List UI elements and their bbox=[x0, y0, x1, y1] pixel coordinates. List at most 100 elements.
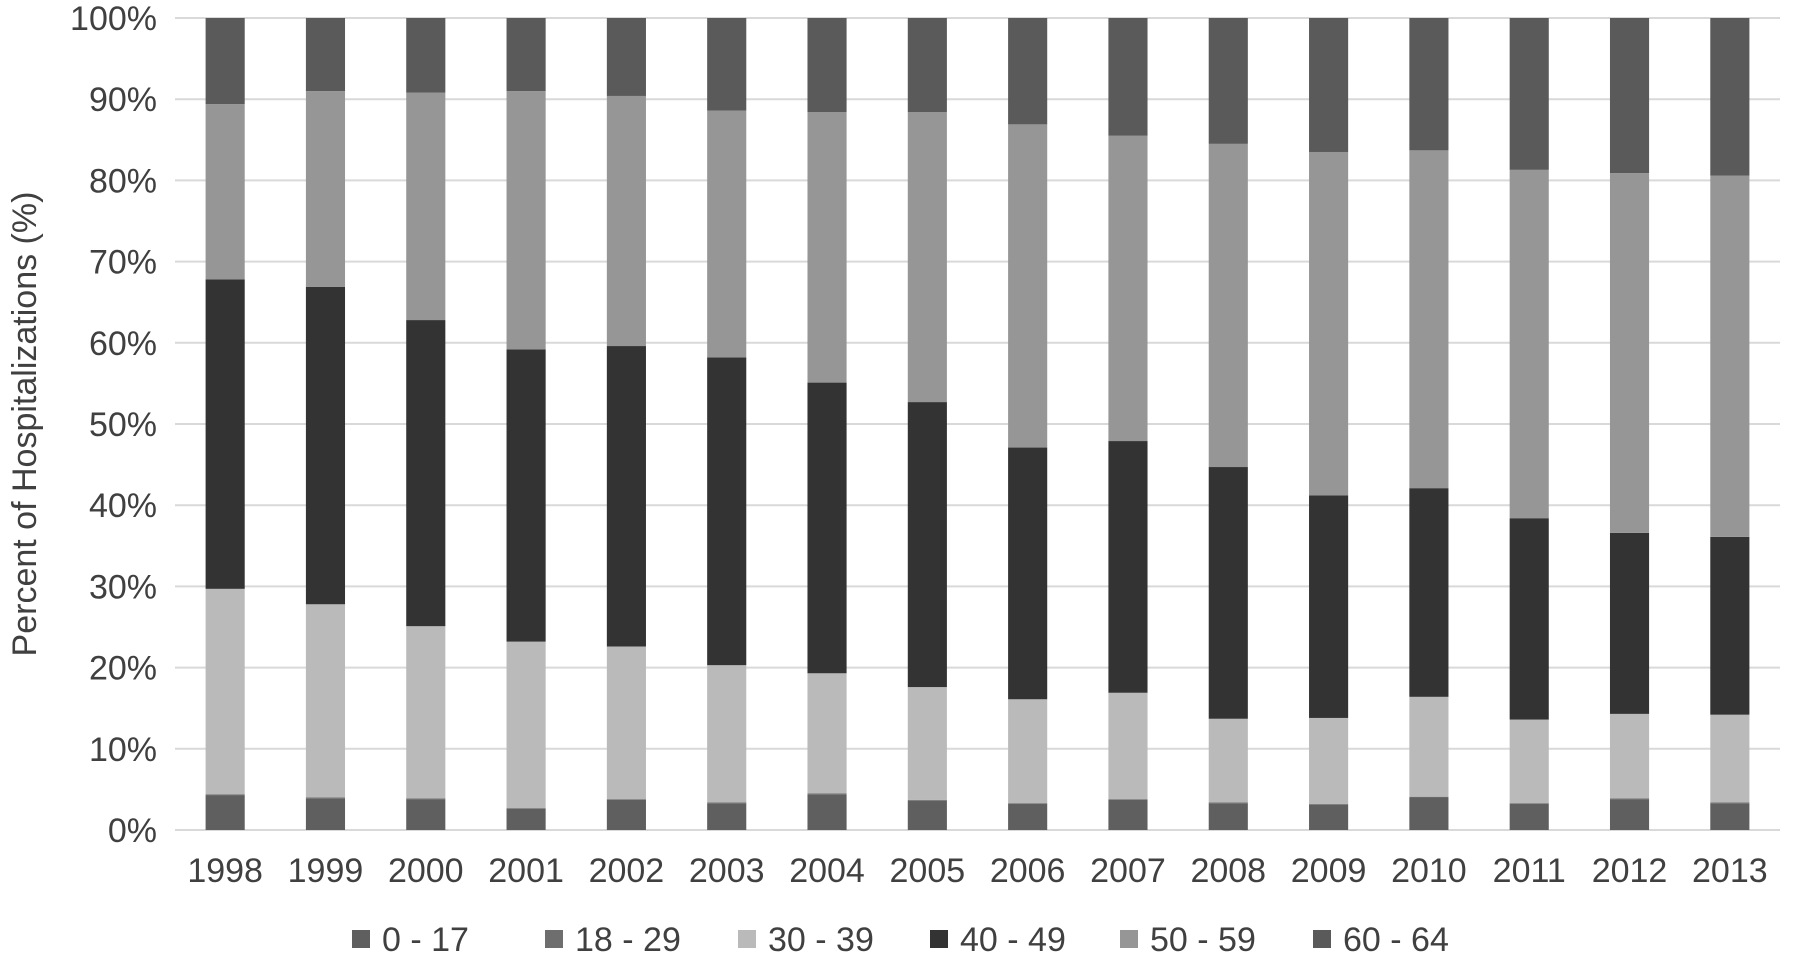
bar-segment bbox=[1008, 699, 1048, 804]
bar-segment bbox=[1710, 18, 1750, 176]
bar-segment bbox=[907, 687, 947, 800]
x-tick-label: 2007 bbox=[1090, 852, 1166, 890]
y-tick-label: 30% bbox=[89, 568, 157, 606]
x-tick-label: 2002 bbox=[589, 852, 665, 890]
bar-segment bbox=[1409, 150, 1449, 489]
bar-segment bbox=[305, 91, 346, 287]
bar-segment bbox=[1008, 803, 1048, 805]
bar-segment bbox=[305, 797, 346, 799]
bar-segment bbox=[1710, 802, 1750, 804]
x-axis: 1998 1999 2000 2001 2002 2003 2004 2005 2006 2007… bbox=[187, 852, 1767, 890]
bar-segment bbox=[1108, 135, 1148, 442]
bar-segment bbox=[205, 794, 245, 796]
bar-segment bbox=[506, 641, 546, 809]
legend-label: 30 - 39 bbox=[768, 921, 874, 959]
x-tick-label: 2009 bbox=[1291, 852, 1367, 890]
bar-segment bbox=[707, 357, 747, 666]
bar-segment bbox=[1208, 18, 1248, 144]
x-tick-label: 2010 bbox=[1391, 852, 1467, 890]
bar-segment bbox=[1609, 18, 1650, 174]
x-tick-label: 2013 bbox=[1692, 852, 1768, 890]
bar-segment bbox=[707, 110, 747, 358]
bar-segment bbox=[1108, 799, 1148, 800]
bar-segment bbox=[1509, 518, 1549, 720]
bar-segment bbox=[807, 112, 847, 383]
bar-segment bbox=[1309, 18, 1349, 152]
bar-segment bbox=[1509, 804, 1549, 830]
bar-segment bbox=[305, 798, 346, 830]
legend-label: 50 - 59 bbox=[1150, 921, 1256, 959]
bar-segment bbox=[707, 803, 747, 830]
bar-segment bbox=[305, 18, 346, 92]
bar-segment bbox=[1008, 124, 1048, 448]
bar-segment bbox=[606, 346, 646, 647]
bar-segment bbox=[1609, 532, 1650, 714]
y-tick-label: 20% bbox=[89, 650, 157, 688]
bar-segment bbox=[506, 91, 546, 350]
x-tick-label: 2000 bbox=[388, 852, 464, 890]
bar-segment bbox=[907, 799, 947, 801]
bar-segment bbox=[606, 646, 646, 800]
legend-swatch bbox=[930, 930, 948, 948]
x-tick-label: 1999 bbox=[288, 852, 364, 890]
bar-segment bbox=[1008, 804, 1048, 830]
y-tick-label: 10% bbox=[89, 731, 157, 769]
bar-segment bbox=[807, 793, 847, 795]
bar-segment bbox=[1710, 803, 1750, 830]
legend-label: 40 - 49 bbox=[960, 921, 1066, 959]
bar-segment bbox=[807, 382, 847, 674]
y-tick-label: 40% bbox=[89, 487, 157, 525]
legend: 0 - 17 18 - 29 30 - 39 40 - 49 50 - 59 60 - 6… bbox=[352, 921, 1449, 959]
legend-label: 60 - 64 bbox=[1343, 921, 1449, 959]
bar-segment bbox=[606, 799, 646, 800]
bar-segment bbox=[907, 18, 947, 113]
legend-label: 0 - 17 bbox=[382, 921, 469, 959]
y-axis: 0% 10% 20% 30% 40% 50% 60% 70% 80% 90% 100% bbox=[70, 0, 157, 850]
bar-segment bbox=[1609, 173, 1650, 533]
bar-segment bbox=[506, 808, 546, 809]
bar-segment bbox=[406, 799, 446, 830]
bar-segment bbox=[907, 112, 947, 403]
bar-segment bbox=[1409, 696, 1449, 797]
x-tick-label: 2011 bbox=[1493, 852, 1566, 890]
bar-segment bbox=[1609, 798, 1650, 800]
x-tick-label: 2001 bbox=[488, 852, 564, 890]
bar-segment bbox=[1409, 796, 1449, 798]
legend-swatch bbox=[1313, 930, 1331, 948]
x-tick-label: 2005 bbox=[890, 852, 966, 890]
x-tick-label: 2004 bbox=[789, 852, 865, 890]
legend-swatch bbox=[352, 930, 370, 948]
x-tick-label: 1998 bbox=[187, 852, 263, 890]
bar-segment bbox=[1609, 713, 1650, 799]
bar-segment bbox=[606, 95, 646, 347]
bar-segment bbox=[1509, 169, 1549, 519]
bar-segment bbox=[1108, 799, 1148, 830]
bar-segment bbox=[305, 604, 346, 798]
bar-segment bbox=[807, 673, 847, 794]
x-tick-label: 2003 bbox=[689, 852, 765, 890]
bar-segment bbox=[606, 18, 646, 96]
bar-segment bbox=[406, 626, 446, 799]
bar-segment bbox=[707, 802, 747, 804]
bar-segment bbox=[205, 18, 245, 105]
legend-swatch bbox=[1120, 930, 1138, 948]
bar-segment bbox=[406, 320, 446, 627]
bar-segment bbox=[205, 279, 245, 589]
bar-segment bbox=[807, 18, 847, 113]
bar-segment bbox=[1208, 718, 1248, 803]
bar-segment bbox=[406, 798, 446, 800]
y-tick-label: 70% bbox=[89, 244, 157, 282]
bar-segment bbox=[1309, 804, 1349, 805]
bar-segment bbox=[707, 665, 747, 803]
bar-segment bbox=[1309, 804, 1349, 830]
bar-segment bbox=[1208, 803, 1248, 830]
bar-segment bbox=[1008, 18, 1048, 125]
bar-segment bbox=[1208, 467, 1248, 719]
bar-segment bbox=[1108, 441, 1148, 693]
bar-segment bbox=[305, 286, 346, 605]
y-tick-label: 0% bbox=[108, 812, 157, 850]
bar-segment bbox=[707, 18, 747, 111]
bar-segment bbox=[1509, 18, 1549, 170]
